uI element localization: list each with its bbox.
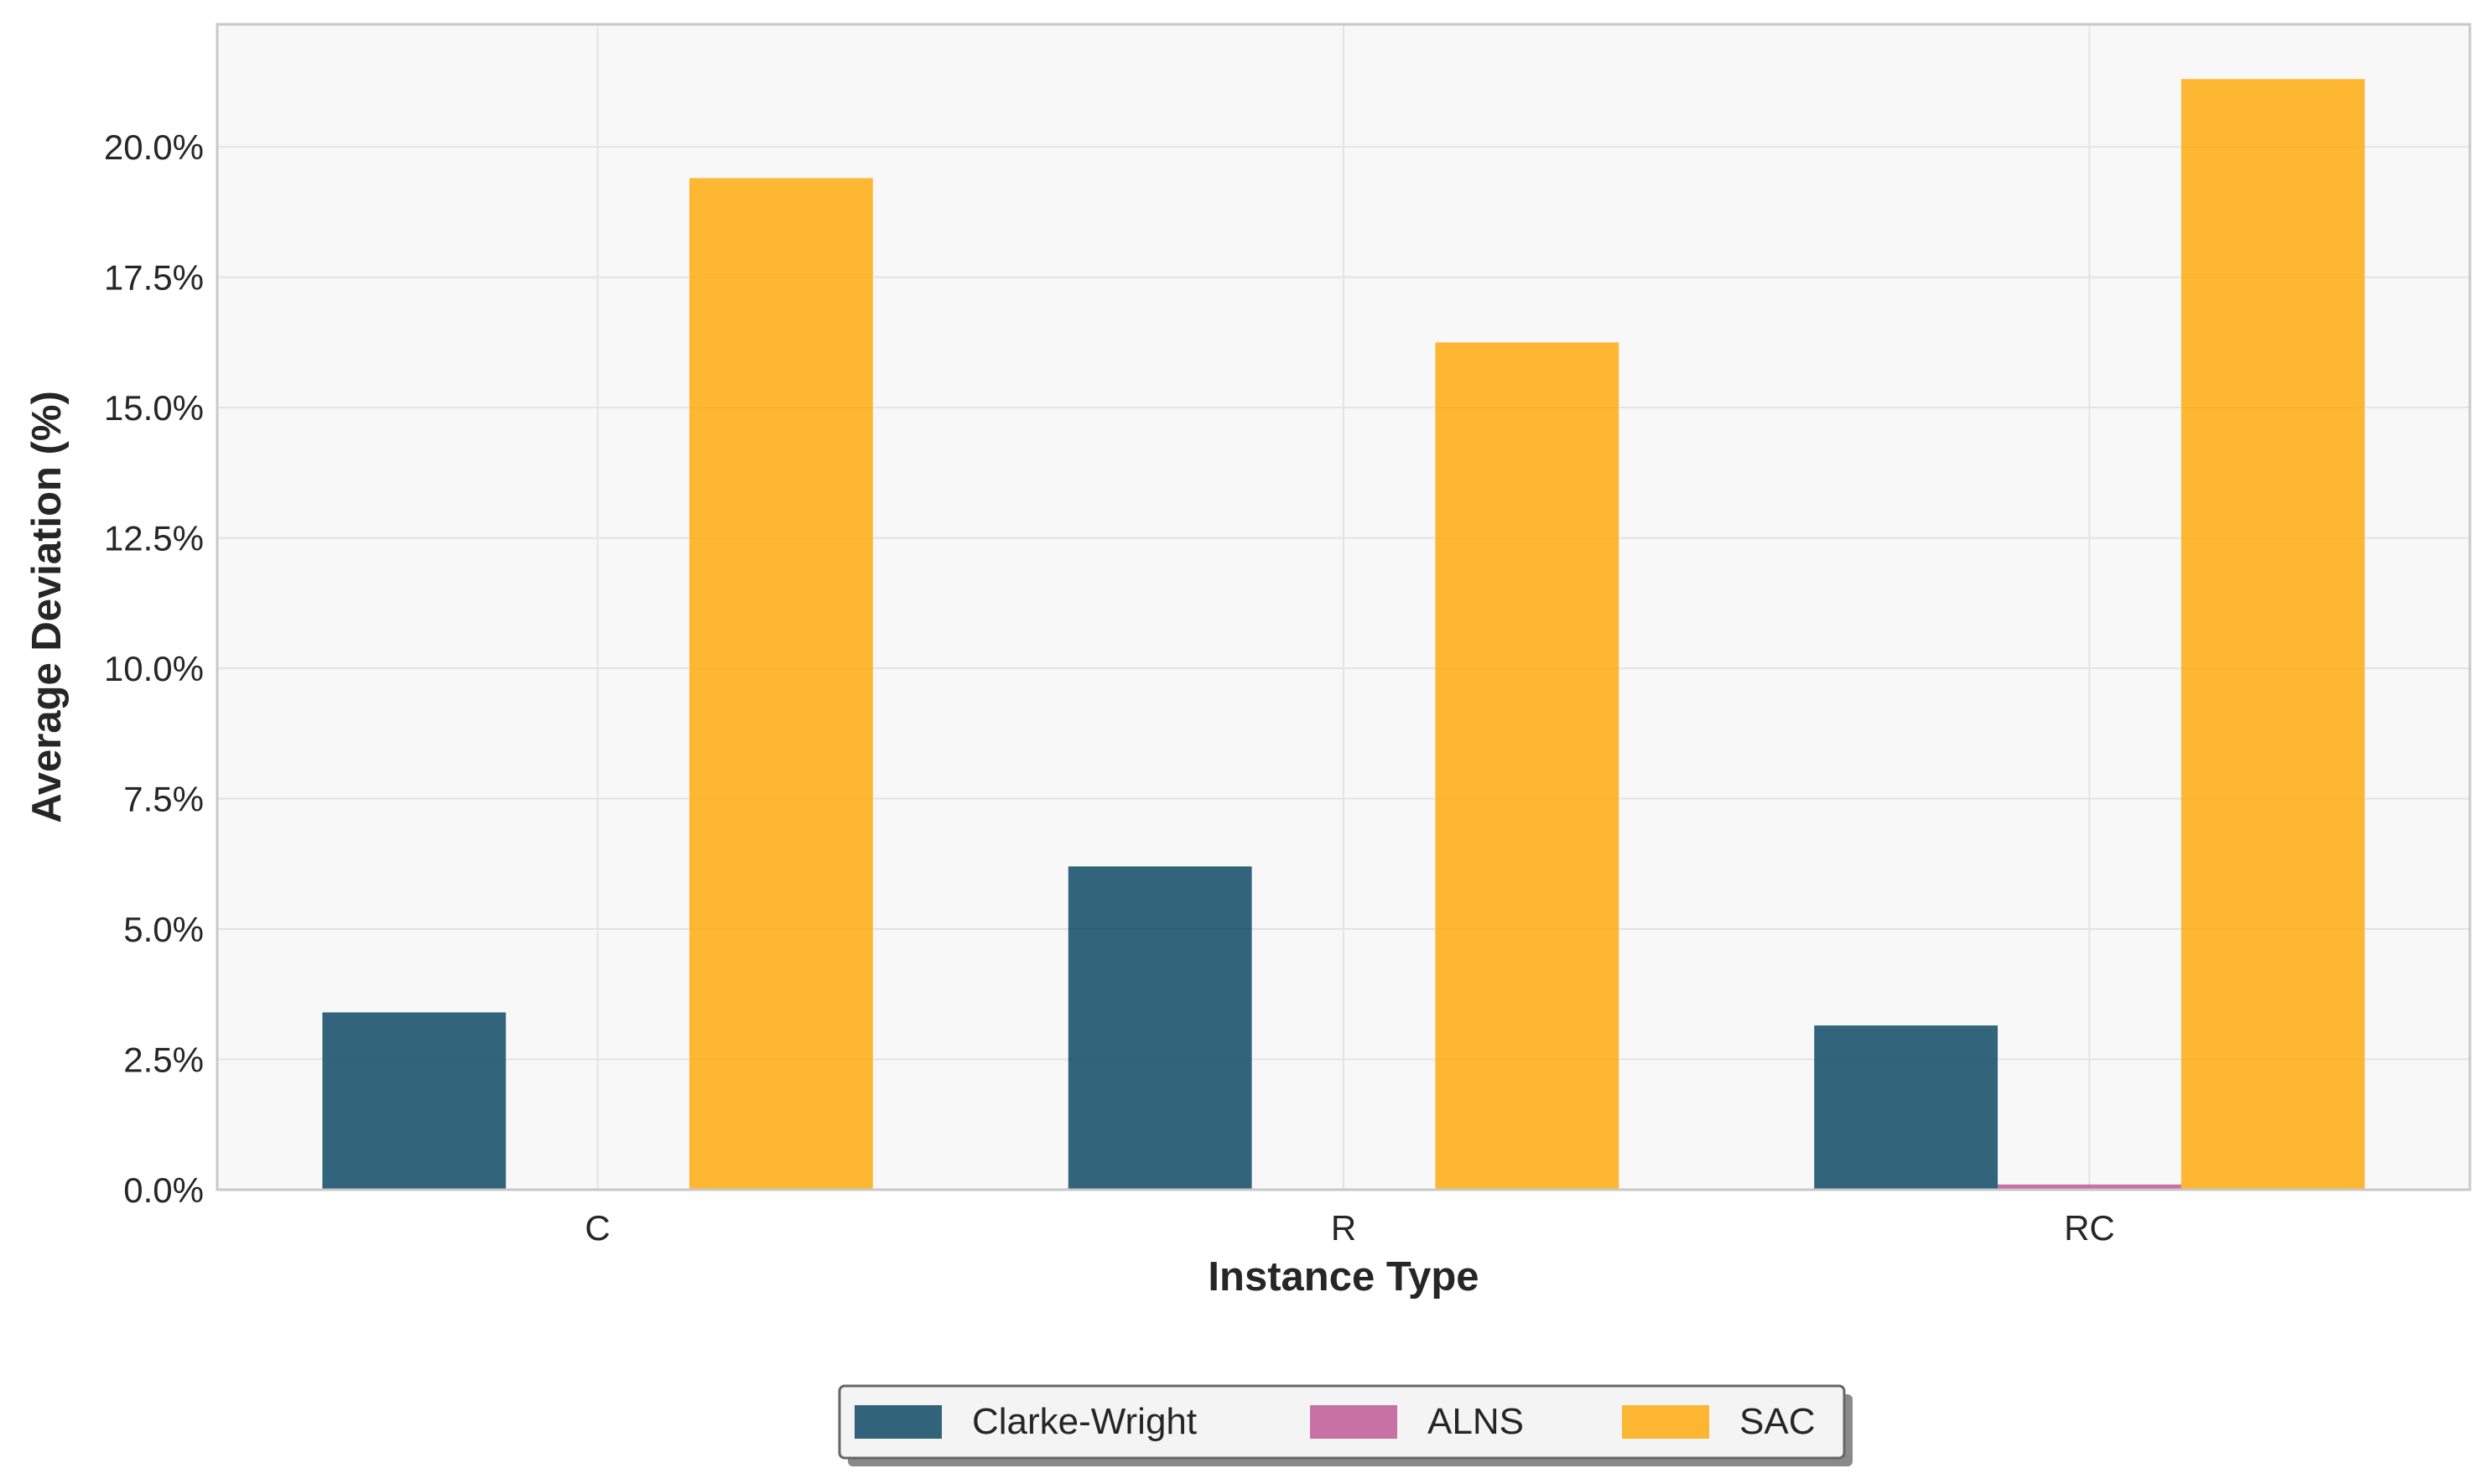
x-tick-label: C	[585, 1208, 610, 1248]
plot-frame	[216, 23, 2472, 1191]
y-tick-label: 5.0%	[123, 910, 204, 949]
legend-swatch	[1622, 1405, 1709, 1439]
y-tick-label: 20.0%	[104, 127, 204, 167]
y-tick-label: 10.0%	[104, 649, 204, 688]
x-tick-labels: C R RC	[585, 1208, 2114, 1248]
legend-items: Clarke-Wright ALNS SAC	[855, 1401, 1815, 1442]
y-tick-label: 7.5%	[123, 780, 204, 819]
x-tick-label: RC	[2064, 1208, 2115, 1248]
bar-clarke-wright-r	[1068, 866, 1252, 1190]
legend-label: ALNS	[1427, 1401, 1524, 1442]
bar-sac-rc	[2181, 79, 2365, 1191]
legend-swatch	[855, 1405, 942, 1439]
legend-item-sac: SAC	[1622, 1401, 1815, 1442]
y-tick-label: 15.0%	[104, 388, 204, 428]
legend-label: Clarke-Wright	[972, 1401, 1197, 1442]
bars	[322, 79, 2365, 1191]
bar-clarke-wright-c	[322, 1012, 507, 1190]
legend-label: SAC	[1739, 1401, 1815, 1442]
legend: Clarke-Wright ALNS SAC	[838, 1384, 1853, 1466]
x-axis-title: Instance Type	[1208, 1254, 1479, 1300]
legend-swatch	[1310, 1405, 1397, 1439]
y-axis-title: Average Deviation (%)	[24, 391, 70, 823]
bar-sac-c	[689, 178, 873, 1191]
x-tick-label: R	[1331, 1208, 1356, 1248]
y-tick-labels: 0.0% 2.5% 5.0% 7.5% 10.0% 12.5% 15.0% 17.5% 20.0…	[104, 127, 204, 1210]
bar-alns-rc	[1998, 1184, 2181, 1190]
y-tick-label: 12.5%	[104, 519, 204, 558]
gridlines	[217, 24, 2470, 1191]
y-tick-label: 0.0%	[123, 1170, 204, 1210]
bar-sac-r	[1435, 342, 1619, 1190]
legend-item-clarke-wright: Clarke-Wright	[855, 1401, 1197, 1442]
y-tick-label: 2.5%	[123, 1040, 204, 1080]
y-tick-label: 17.5%	[104, 258, 204, 298]
legend-item-alns: ALNS	[1310, 1401, 1524, 1442]
bar-clarke-wright-rc	[1814, 1025, 1999, 1190]
